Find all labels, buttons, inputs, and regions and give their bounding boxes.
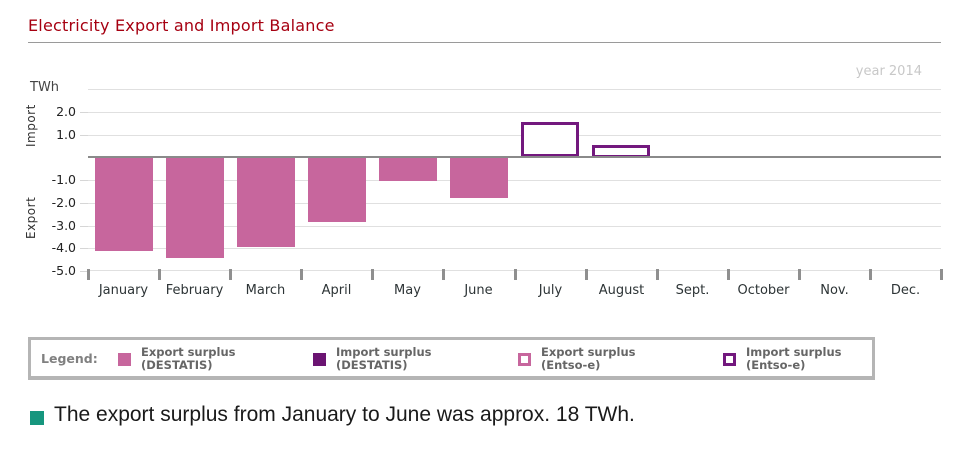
- gridline: [88, 89, 941, 90]
- legend-item-export-surplus--destatis: Export surplus (DESTATIS): [118, 346, 236, 372]
- bar-march: [237, 158, 295, 247]
- zero-axis-line: [88, 156, 941, 158]
- legend-swatch-icon: [518, 352, 531, 366]
- chart-area: year 2014 TWh Import Export 2.0 1.0 -1.0 -2…: [0, 46, 966, 346]
- legend-item-import-surplus--destatis: Import surplus (DESTATIS): [313, 346, 431, 372]
- legend-item-export-surplus--entso-e: Export surplus (Entso-e): [518, 346, 636, 372]
- legend-item-label: Import surplus (DESTATIS): [336, 345, 432, 372]
- y-tick-mark: [80, 135, 88, 136]
- x-tick-mark: [869, 269, 872, 280]
- y-tick-mark: [80, 112, 88, 113]
- y-tick-mark: [80, 226, 88, 227]
- x-tick-mark: [585, 269, 588, 280]
- x-tick-mark: [300, 269, 303, 280]
- x-axis-label-may: May: [394, 283, 421, 298]
- gridline: [88, 135, 941, 136]
- y-tick-label: 2.0: [56, 104, 76, 119]
- legend-item-import-surplus--entso-e: Import surplus (Entso-e): [723, 346, 841, 372]
- x-tick-mark: [229, 269, 232, 280]
- x-axis-label-dec: Dec.: [890, 283, 921, 298]
- y-tick-label: 1.0: [56, 127, 76, 142]
- note-bullet-icon: [30, 411, 44, 425]
- x-tick-mark: [656, 269, 659, 280]
- legend-box: Legend: Export surplus (DESTATIS) Import s…: [28, 337, 875, 380]
- legend-swatch-icon: [723, 352, 736, 366]
- x-tick-mark: [798, 269, 801, 280]
- x-axis-label-april: April: [321, 283, 352, 298]
- gridline: [88, 203, 941, 204]
- x-axis-label-march: March: [245, 283, 286, 298]
- page-title: Electricity Export and Import Balance: [28, 16, 335, 35]
- gridline: [88, 180, 941, 181]
- gridline: [88, 226, 941, 227]
- y-tick-mark: [80, 180, 88, 181]
- x-axis-label-july: July: [538, 283, 563, 298]
- x-axis-label-october: October: [737, 283, 790, 298]
- gridline: [88, 248, 941, 249]
- x-axis-label-january: January: [98, 283, 149, 298]
- y-tick-label: -2.0: [51, 195, 76, 210]
- y-axis-unit-label: TWh: [30, 80, 60, 95]
- y-tick-label: -3.0: [51, 218, 76, 233]
- note-text: The export surplus from January to June …: [54, 403, 635, 426]
- x-axis-label-nov: Nov.: [820, 283, 849, 298]
- bar-april: [308, 158, 366, 222]
- x-tick-mark: [727, 269, 730, 280]
- y-tick-mark: [80, 271, 88, 272]
- x-tick-mark: [940, 269, 943, 280]
- gridline: [88, 112, 941, 113]
- y-tick-label: -4.0: [51, 240, 76, 255]
- x-axis-label-sept: Sept.: [675, 283, 710, 298]
- x-tick-mark: [158, 269, 161, 280]
- bar-february: [166, 158, 224, 258]
- x-axis-label-february: February: [165, 283, 224, 298]
- legend-label: Legend:: [41, 351, 98, 366]
- x-tick-mark: [371, 269, 374, 280]
- x-tick-mark: [87, 269, 90, 280]
- x-tick-mark: [442, 269, 445, 280]
- y-tick-label: -1.0: [51, 172, 76, 187]
- y-tick-mark: [80, 248, 88, 249]
- x-axis-label-august: August: [598, 283, 645, 298]
- legend-item-label: Import surplus (Entso-e): [746, 345, 842, 372]
- bar-may: [379, 158, 437, 181]
- x-tick-mark: [514, 269, 517, 280]
- title-divider: [28, 42, 941, 43]
- legend-item-label: Export surplus (DESTATIS): [141, 345, 236, 372]
- plot-area: [88, 89, 941, 271]
- y-tick-mark: [80, 203, 88, 204]
- bar-june: [450, 158, 508, 198]
- legend-swatch-icon: [118, 352, 131, 366]
- y-tick-label: -5.0: [51, 263, 76, 278]
- x-axis-label-june: June: [464, 283, 493, 298]
- year-label: year 2014: [855, 64, 922, 79]
- bar-january: [95, 158, 153, 251]
- legend-swatch-icon: [313, 352, 326, 366]
- bar-july: [521, 122, 579, 157]
- legend-item-label: Export surplus (Entso-e): [541, 345, 636, 372]
- note: The export surplus from January to June …: [30, 403, 635, 427]
